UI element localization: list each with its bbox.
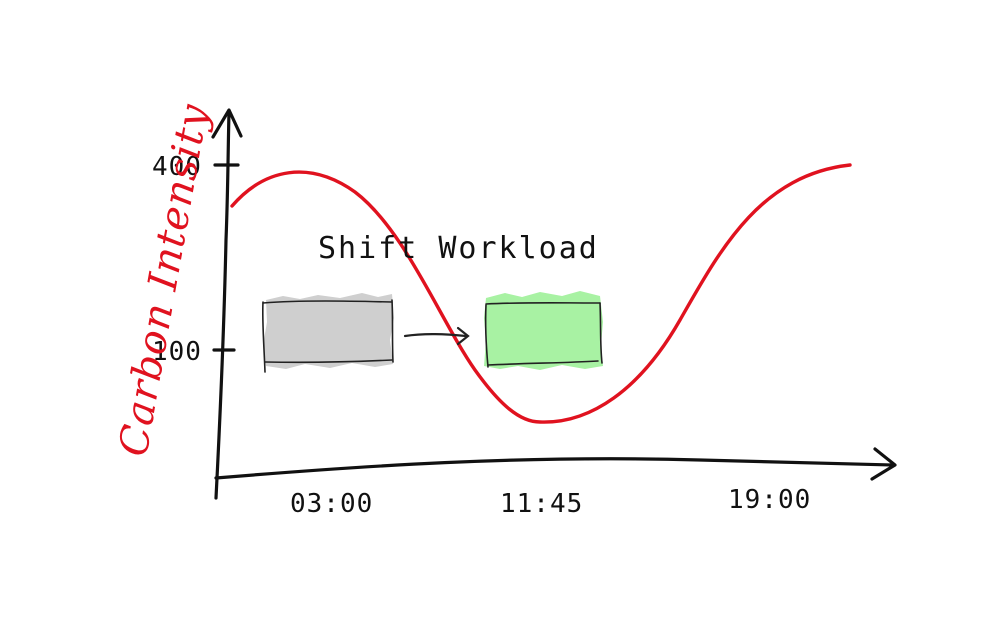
- y-tick-label-400: 400: [152, 152, 202, 182]
- y-axis-label: Carbon Intensity: [111, 100, 218, 460]
- x-tick-label-0300: 03:00: [290, 489, 373, 519]
- x-tick-label-1900: 19:00: [728, 485, 811, 515]
- shift-arrow: [403, 326, 470, 346]
- y-tick-marks: [212, 163, 240, 352]
- workload-after: [484, 291, 603, 370]
- y-tick-label-100: 100: [152, 337, 202, 367]
- carbon-curve: [230, 163, 852, 424]
- y-axis-arrow: [211, 108, 243, 500]
- x-axis-arrow: [214, 447, 897, 481]
- shift-workload-label: Shift Workload: [318, 231, 599, 266]
- workload-before: [261, 293, 394, 373]
- x-tick-label-1145: 11:45: [500, 489, 583, 519]
